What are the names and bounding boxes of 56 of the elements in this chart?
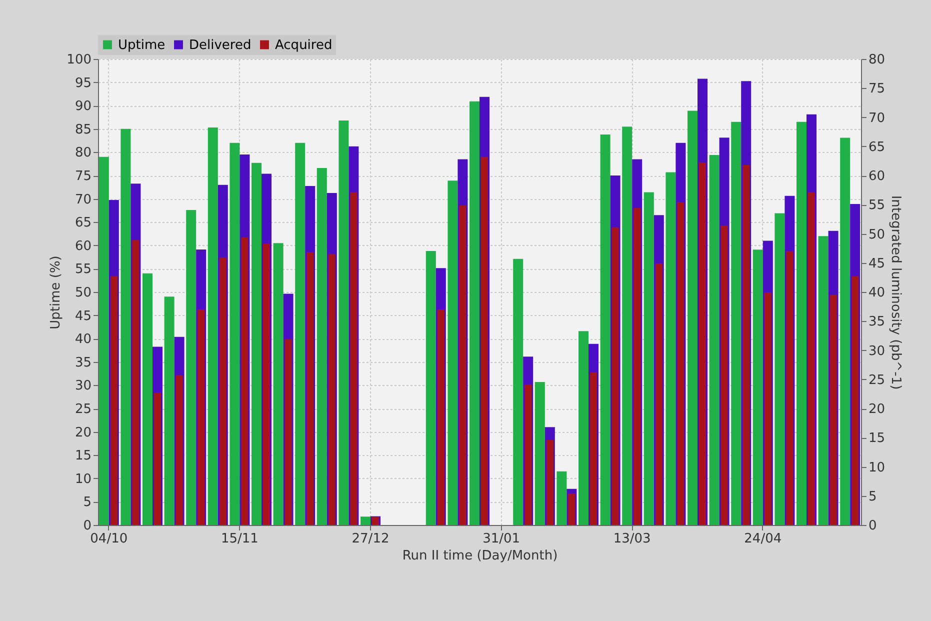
x-tick-label: 27/12 xyxy=(352,532,390,546)
legend-label: Acquired xyxy=(275,38,332,53)
legend-label: Uptime xyxy=(118,38,166,53)
y-tick-label: 65 xyxy=(74,216,92,231)
y2-tick-label: 5 xyxy=(868,489,877,504)
y2-tick-label: 65 xyxy=(868,140,886,155)
y2-tick-label: 60 xyxy=(868,169,886,184)
y2-tick-label: 40 xyxy=(868,286,886,300)
y-tick-label: 100 xyxy=(66,52,92,68)
y2-axis-title: Integrated luminosity (pb^-1) xyxy=(888,195,904,390)
bar xyxy=(263,244,270,525)
y-tick-label: 50 xyxy=(74,286,92,300)
y-tick-label: 80 xyxy=(74,146,92,161)
y-tick-label: 15 xyxy=(74,448,92,464)
bar xyxy=(481,156,488,525)
bar xyxy=(699,162,706,525)
x-tick-label: 31/01 xyxy=(482,532,520,546)
y-tick-label: 90 xyxy=(74,99,92,114)
bar xyxy=(808,192,815,525)
y2-tick-label: 25 xyxy=(868,372,886,388)
legend-label: Delivered xyxy=(189,38,252,53)
y-tick-label: 10 xyxy=(74,472,92,487)
y2-tick-label: 0 xyxy=(868,518,877,534)
y2-tick-label: 75 xyxy=(868,82,886,97)
y2-tick-label: 30 xyxy=(868,344,886,359)
y-tick-label: 20 xyxy=(74,425,92,440)
y-tick-label: 40 xyxy=(74,332,92,348)
y2-tick-label: 20 xyxy=(868,402,886,417)
y2-tick-label: 80 xyxy=(868,52,886,68)
y-tick-label: 0 xyxy=(83,518,92,534)
y-tick-label: 55 xyxy=(74,262,92,278)
y2-tick-label: 15 xyxy=(868,431,886,446)
x-tick-label: 24/04 xyxy=(744,532,782,546)
y-tick-label: 45 xyxy=(74,308,92,324)
y2-tick-label: 45 xyxy=(868,256,886,272)
y2-tick-label: 50 xyxy=(868,227,886,242)
y-tick-label: 30 xyxy=(74,378,92,394)
y-tick-label: 5 xyxy=(83,495,92,510)
y-tick-label: 25 xyxy=(74,402,92,417)
y-tick-label: 70 xyxy=(74,192,92,208)
y-tick-label: 75 xyxy=(74,169,92,184)
x-tick-label: 15/11 xyxy=(220,532,258,546)
x-tick-label: 13/03 xyxy=(613,532,651,546)
y2-tick-label: 55 xyxy=(868,198,886,214)
y-tick-label: 85 xyxy=(74,122,92,138)
x-axis-title: Run II time (Day/Month) xyxy=(402,548,558,564)
bar xyxy=(590,372,597,525)
y-tick-label: 95 xyxy=(74,76,92,91)
y-axis-title: Uptime (%) xyxy=(48,256,64,330)
y-tick-label: 60 xyxy=(74,238,92,254)
y2-tick-label: 10 xyxy=(868,460,886,476)
bar xyxy=(154,392,161,525)
x-tick-label: 04/10 xyxy=(90,532,128,546)
y2-tick-label: 35 xyxy=(868,314,886,330)
y-tick-label: 35 xyxy=(74,355,92,370)
y2-tick-label: 70 xyxy=(868,110,886,126)
